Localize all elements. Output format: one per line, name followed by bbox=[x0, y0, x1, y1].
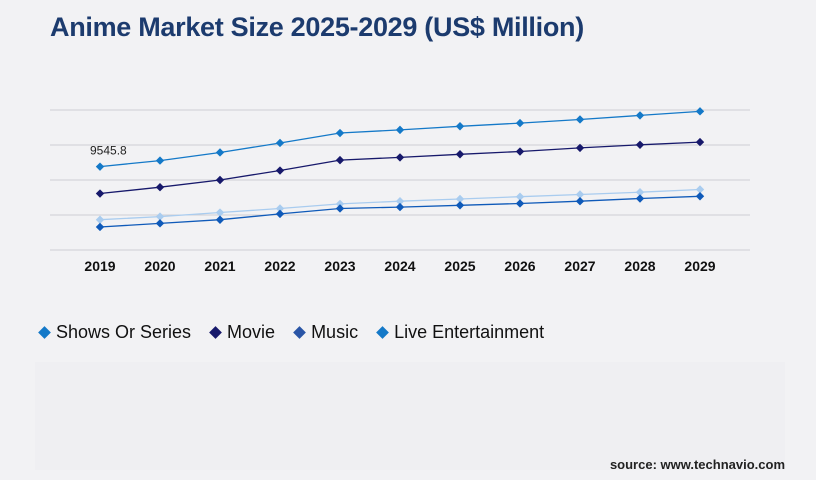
legend-marker-shows-or-series bbox=[38, 326, 51, 339]
series-line-movie bbox=[99, 141, 701, 195]
legend-label-live-entertainment: Live Entertainment bbox=[394, 322, 545, 342]
data-point-music bbox=[335, 199, 345, 209]
data-point-shows-or-series bbox=[575, 115, 585, 124]
data-point-live-entertainment bbox=[275, 209, 285, 219]
data-point-live-entertainment bbox=[575, 197, 585, 206]
data-point-music bbox=[635, 187, 645, 197]
data-point-music bbox=[95, 215, 105, 224]
data-point-movie bbox=[695, 137, 705, 147]
legend-item-shows-or-series: Shows Or Series bbox=[38, 322, 192, 343]
data-point-live-entertainment bbox=[95, 222, 105, 232]
data-point-movie bbox=[155, 183, 165, 192]
x-tick-label: 2025 bbox=[444, 258, 475, 274]
data-point-shows-or-series bbox=[335, 128, 345, 138]
annotations: 9545.8 bbox=[90, 144, 127, 158]
legend-item-music: Music bbox=[293, 322, 359, 343]
data-point-movie bbox=[395, 153, 405, 162]
data-point-music bbox=[275, 204, 285, 213]
legend-marker-music bbox=[293, 326, 306, 339]
data-point-live-entertainment bbox=[395, 202, 405, 212]
x-tick-label: 2023 bbox=[324, 258, 355, 274]
x-tick-label: 2021 bbox=[204, 258, 235, 274]
source-credit: source: www.technavio.com bbox=[609, 457, 785, 472]
data-point-live-entertainment bbox=[455, 201, 465, 210]
series-lines bbox=[95, 107, 705, 232]
data-point-music bbox=[215, 208, 225, 217]
data-point-movie bbox=[335, 155, 345, 165]
x-tick-label: 2026 bbox=[504, 258, 535, 274]
data-point-shows-or-series bbox=[155, 156, 165, 165]
data-point-movie bbox=[275, 166, 285, 175]
data-point-movie bbox=[635, 140, 645, 149]
x-tick-label: 2024 bbox=[384, 258, 415, 274]
data-point-shows-or-series bbox=[515, 118, 525, 128]
data-point-movie bbox=[515, 147, 525, 156]
data-point-live-entertainment bbox=[695, 192, 705, 201]
data-point-shows-or-series bbox=[95, 162, 105, 171]
data-point-movie bbox=[455, 150, 465, 159]
data-point-shows-or-series bbox=[215, 148, 225, 157]
data-point-live-entertainment bbox=[155, 219, 165, 228]
x-tick-label: 2020 bbox=[144, 258, 175, 274]
data-point-music bbox=[155, 212, 165, 221]
data-point-live-entertainment bbox=[335, 204, 345, 213]
data-point-movie bbox=[95, 189, 105, 198]
legend-marker-live-entertainment bbox=[376, 326, 389, 339]
bottom-panel bbox=[35, 362, 785, 470]
legend-item-live-entertainment: Live Entertainment bbox=[376, 322, 545, 343]
data-point-movie bbox=[575, 143, 585, 153]
data-point-live-entertainment bbox=[515, 199, 525, 208]
x-tick-label: 2028 bbox=[624, 258, 655, 274]
legend-marker-movie bbox=[209, 326, 222, 339]
data-point-music bbox=[515, 192, 525, 201]
x-tick-label: 2029 bbox=[684, 258, 715, 274]
legend-label-music: Music bbox=[311, 322, 359, 342]
legend-label-shows-or-series: Shows Or Series bbox=[56, 322, 192, 342]
data-point-shows-or-series bbox=[395, 125, 405, 135]
legend-label-movie: Movie bbox=[227, 322, 276, 342]
data-point-shows-or-series bbox=[695, 107, 705, 116]
x-tick-label: 2019 bbox=[84, 258, 115, 274]
legend-item-movie: Movie bbox=[209, 322, 276, 343]
x-tick-label: 2027 bbox=[564, 258, 595, 274]
data-point-shows-or-series bbox=[275, 138, 285, 148]
x-tick-label: 2022 bbox=[264, 258, 295, 274]
data-point-shows-or-series bbox=[635, 111, 645, 120]
data-point-live-entertainment bbox=[635, 194, 645, 203]
x-axis-ticks: 2019 2020 2021 2022 2023 2024 2025 2026 2027 2028… bbox=[84, 258, 715, 274]
gridlines bbox=[50, 109, 750, 251]
data-point-movie bbox=[215, 175, 225, 185]
data-point-shows-or-series bbox=[455, 122, 465, 131]
data-label-annotation: 9545.8 bbox=[90, 144, 127, 158]
data-point-music bbox=[575, 190, 585, 199]
data-point-music bbox=[695, 185, 705, 194]
data-point-live-entertainment bbox=[215, 215, 225, 224]
data-point-music bbox=[455, 194, 465, 204]
data-point-music bbox=[395, 197, 405, 206]
chart-title: Anime Market Size 2025-2029 (US$ Million… bbox=[50, 12, 584, 42]
legend: Shows Or Series Movie Music Live Enterta… bbox=[38, 322, 545, 343]
